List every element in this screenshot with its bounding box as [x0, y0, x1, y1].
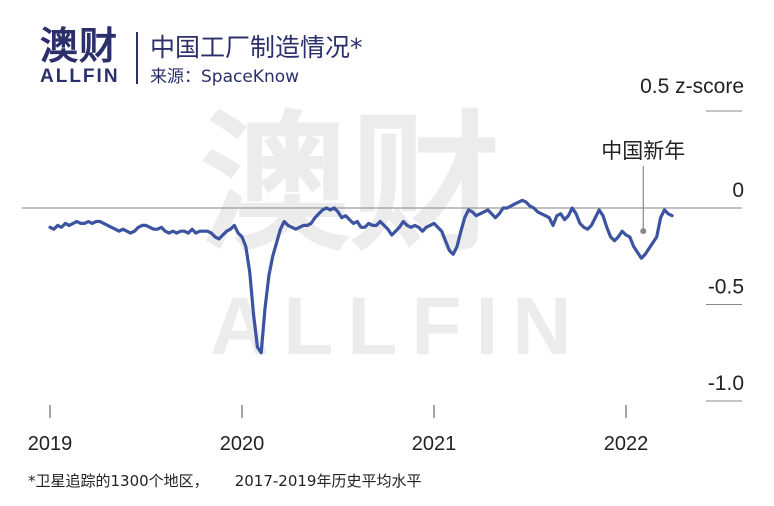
chart-source: 来源：SpaceKnow	[150, 67, 300, 87]
x-tick-label: 2019	[28, 433, 73, 455]
y-tick-label: 0	[732, 179, 744, 202]
footnote: *卫星追踪的1300个地区， 2017-2019年历史平均水平	[28, 470, 421, 491]
chart-header: 澳财 ALLFIN 中国工厂制造情况* 来源：SpaceKnow	[0, 0, 774, 100]
brand-logo-en: ALLFIN	[40, 66, 120, 87]
brand-logo-cn: 澳财	[40, 24, 119, 68]
y-unit-label: 0.5 z-score	[640, 75, 744, 98]
footnote-part2: 2017-2019年历史平均水平	[234, 472, 422, 490]
annotation-label: 中国新年	[601, 139, 685, 163]
x-tick-label: 2021	[412, 433, 457, 455]
footnote-part1: *卫星追踪的1300个地区，	[28, 472, 209, 490]
y-tick-label: -0.5	[708, 276, 744, 299]
header-divider	[136, 32, 138, 84]
x-tick-label: 2022	[604, 433, 649, 455]
series-line	[48, 198, 674, 355]
annotation-dot	[640, 228, 647, 235]
y-tick-label: -1.0	[708, 372, 744, 395]
chart-title: 中国工厂制造情况*	[150, 33, 363, 62]
x-tick-label: 2020	[220, 433, 265, 455]
